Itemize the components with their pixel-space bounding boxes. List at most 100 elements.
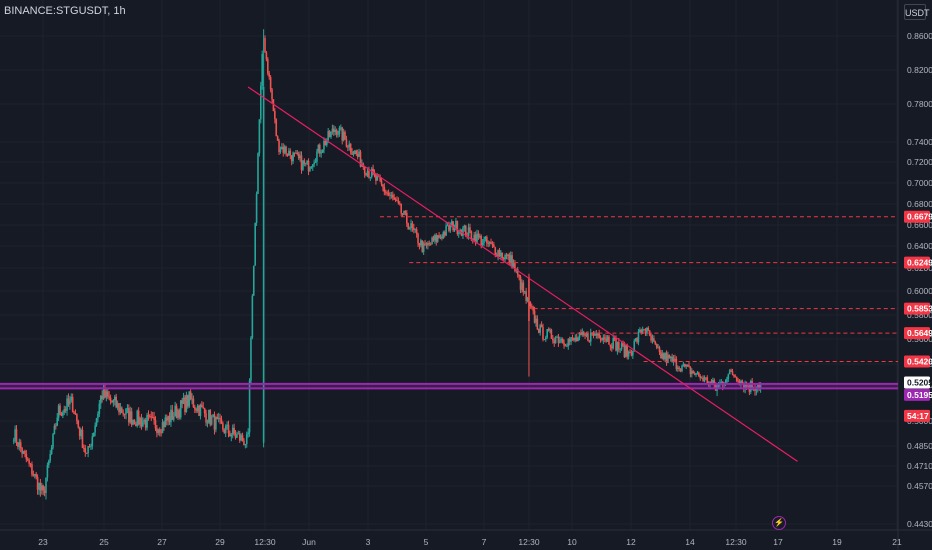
candle-up bbox=[747, 385, 749, 387]
candle-down bbox=[15, 429, 18, 443]
candle-up bbox=[320, 152, 322, 154]
candle-down bbox=[229, 433, 231, 437]
candle-down bbox=[147, 415, 150, 417]
candle-down bbox=[615, 338, 617, 351]
candle-down bbox=[386, 192, 388, 194]
candle-up bbox=[105, 391, 108, 398]
price-tick-label: 0.7200 bbox=[907, 157, 932, 167]
candle-down bbox=[474, 234, 477, 244]
candle-up bbox=[523, 291, 526, 293]
candle-up bbox=[199, 404, 202, 417]
time-tick-label: 14 bbox=[685, 537, 695, 547]
candle-down bbox=[271, 89, 273, 100]
candle-down bbox=[106, 391, 109, 397]
candle-up bbox=[369, 176, 372, 178]
candle-down bbox=[448, 225, 450, 231]
candle-down bbox=[81, 429, 84, 449]
candle-down bbox=[644, 330, 647, 334]
candle-down bbox=[584, 334, 586, 336]
candle-up bbox=[217, 417, 220, 419]
candle-down bbox=[418, 243, 421, 246]
lightning-icon[interactable]: ⚡ bbox=[772, 516, 786, 530]
candle-down bbox=[536, 318, 539, 330]
candle-down bbox=[528, 277, 530, 321]
candle-down bbox=[689, 366, 692, 375]
candle-up bbox=[317, 144, 320, 152]
candle-down bbox=[660, 352, 662, 359]
candle-down bbox=[609, 344, 612, 347]
candle-down bbox=[154, 420, 157, 429]
candle-up bbox=[651, 338, 654, 341]
candle-down bbox=[705, 377, 707, 379]
candle-down bbox=[201, 404, 203, 408]
candle-up bbox=[728, 370, 731, 375]
candle-up bbox=[323, 140, 325, 150]
candle-up bbox=[310, 166, 313, 168]
candle-up bbox=[22, 450, 25, 454]
time-tick-label: 12:30 bbox=[725, 537, 747, 547]
candle-down bbox=[407, 223, 410, 230]
price-tick-label: 0.7400 bbox=[907, 137, 932, 147]
candle-down bbox=[137, 410, 140, 425]
candle-down bbox=[101, 395, 103, 400]
candle-down bbox=[623, 345, 626, 358]
candle-up bbox=[581, 332, 584, 335]
candle-up bbox=[327, 131, 329, 141]
candle-up bbox=[521, 282, 523, 290]
candle-up bbox=[602, 337, 605, 341]
price-tick-label: 0.6400 bbox=[907, 241, 932, 251]
candle-up bbox=[616, 342, 619, 351]
candle-up bbox=[302, 160, 304, 170]
candle-down bbox=[710, 381, 713, 384]
candle-up bbox=[488, 242, 491, 244]
candle-up bbox=[554, 337, 557, 344]
candle-down bbox=[683, 363, 686, 367]
candle-down bbox=[438, 235, 440, 238]
candle-down bbox=[43, 490, 46, 493]
symbol-title[interactable]: BINANCE:STGUSDT, 1h bbox=[4, 5, 126, 17]
candle-up bbox=[102, 388, 105, 400]
candle-up bbox=[512, 263, 515, 269]
candle-up bbox=[66, 398, 68, 411]
price-label-text: 0.6679 bbox=[907, 212, 932, 222]
candle-down bbox=[737, 380, 739, 382]
candle-down bbox=[380, 180, 383, 185]
candle-up bbox=[125, 408, 127, 415]
candle-down bbox=[603, 337, 606, 339]
candle-down bbox=[60, 413, 63, 416]
candle-down bbox=[269, 77, 272, 90]
candle-up bbox=[462, 227, 464, 236]
candle-down bbox=[276, 136, 279, 141]
candle-up bbox=[436, 235, 439, 242]
candle-down bbox=[175, 405, 178, 418]
candle-down bbox=[693, 373, 696, 375]
candle-down bbox=[540, 325, 543, 328]
candle-down bbox=[282, 146, 285, 153]
candle-up bbox=[620, 343, 623, 349]
candle-down bbox=[39, 482, 42, 491]
candle-down bbox=[297, 153, 300, 159]
candle-down bbox=[505, 255, 508, 256]
candle-down bbox=[636, 338, 638, 343]
candle-up bbox=[92, 432, 95, 437]
candle-up bbox=[185, 395, 188, 413]
candle-down bbox=[553, 340, 556, 344]
candle-up bbox=[252, 265, 255, 296]
quote-currency-button[interactable]: USDT bbox=[904, 4, 930, 20]
candle-down bbox=[150, 416, 153, 418]
candle-up bbox=[449, 224, 452, 231]
candle-down bbox=[706, 377, 709, 384]
candle-down bbox=[730, 370, 732, 372]
candle-up bbox=[691, 371, 693, 375]
candle-down bbox=[537, 329, 540, 333]
candle-down bbox=[265, 52, 268, 60]
candle-down bbox=[36, 476, 39, 490]
candle-down bbox=[587, 332, 589, 341]
candle-up bbox=[116, 403, 119, 408]
candle-down bbox=[391, 195, 394, 198]
candle-down bbox=[35, 474, 37, 477]
time-tick-label: 25 bbox=[99, 537, 109, 547]
candle-up bbox=[744, 382, 746, 389]
candle-down bbox=[267, 59, 269, 74]
